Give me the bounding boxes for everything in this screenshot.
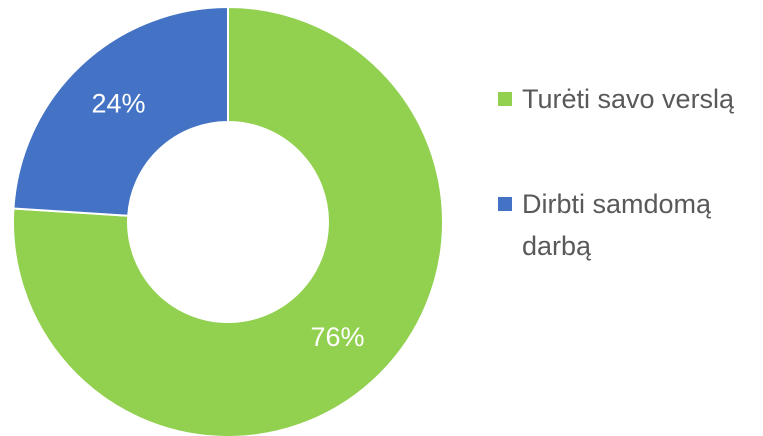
legend-swatch xyxy=(498,92,512,106)
data-label: 76% xyxy=(311,322,365,352)
legend-item: Dirbti samdomą darbą xyxy=(498,183,742,267)
legend-label: Dirbti samdomą darbą xyxy=(522,189,712,261)
slice xyxy=(12,5,229,217)
slice xyxy=(12,5,444,436)
legend-label: Turėti savo verslą xyxy=(522,84,735,114)
legend-swatch xyxy=(498,197,512,211)
data-label: 24% xyxy=(91,88,145,118)
legend-item: Turėti savo verslą xyxy=(498,78,742,120)
